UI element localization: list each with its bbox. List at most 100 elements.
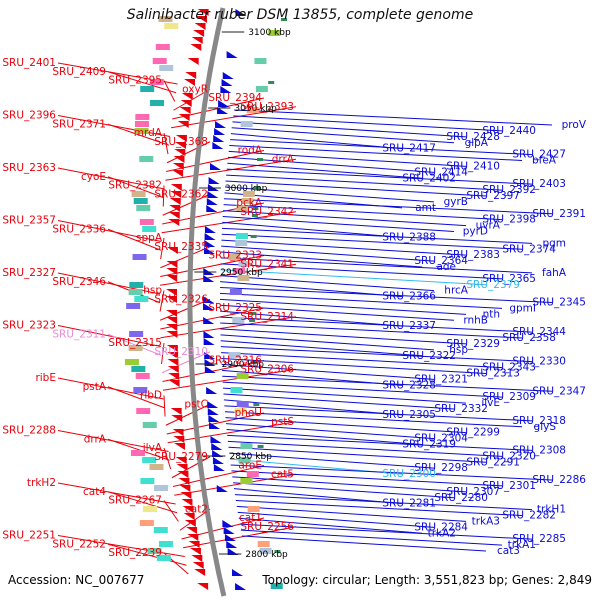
reverse-gene-arrow <box>194 23 206 30</box>
annotation-block <box>140 478 155 484</box>
reverse-gene-arrow <box>168 212 180 219</box>
gene-label-sru-2279: SRU_2279 <box>154 451 208 463</box>
gene-label-sru-2310: SRU_2310 <box>154 346 208 358</box>
callout-line <box>57 272 161 295</box>
annotation-block <box>139 156 154 162</box>
forward-gene-arrow <box>207 401 219 408</box>
gene-label-glys: glyS <box>534 421 557 433</box>
gene-label-trkh2: trkH2 <box>27 477 56 489</box>
gene-label-psts: pstS <box>271 416 294 428</box>
forward-gene-arrow <box>204 366 216 373</box>
callout-line <box>233 115 503 132</box>
callout-line <box>236 505 467 522</box>
label-callout-lines <box>57 62 553 575</box>
annotation-block <box>236 401 249 407</box>
annotation-block <box>233 268 246 274</box>
callout-line <box>220 322 523 339</box>
reverse-gene-arrow <box>177 471 189 478</box>
forward-gene-arrow <box>212 450 224 457</box>
callout-line <box>220 340 423 357</box>
callout-line <box>171 106 297 129</box>
gene-label-sru-2280: SRU_2280 <box>434 492 488 504</box>
reverse-gene-arrow <box>169 198 181 205</box>
callout-line <box>229 452 435 469</box>
gene-label-sru-2336: SRU_2336 <box>52 223 106 235</box>
annotation-block <box>149 79 164 85</box>
reverse-gene-arrow <box>180 492 192 499</box>
callout-line <box>238 517 423 534</box>
annotation-block <box>236 373 249 379</box>
genome-backbone-line <box>187 7 227 597</box>
gene-label-ribe: ribE <box>35 372 56 384</box>
callout-line <box>223 204 503 221</box>
annotation-block <box>228 254 241 260</box>
reverse-gene-arrow <box>168 380 180 387</box>
gene-label-faha: fahA <box>542 267 567 279</box>
annotation-block <box>133 387 148 393</box>
callout-line <box>237 511 435 528</box>
gene-label-sru-2281: SRU_2281 <box>382 498 436 510</box>
reverse-gene-arrow <box>178 478 190 485</box>
reverse-gene-arrow <box>178 114 190 121</box>
annotation-block <box>246 471 259 477</box>
reverse-gene-arrow <box>191 37 203 44</box>
annotation-block <box>139 219 154 225</box>
annotation-block <box>240 443 253 449</box>
gene-label-sru-2318: SRU_2318 <box>512 415 566 427</box>
gene-label-trka1: trkA1 <box>508 539 536 551</box>
callout-line <box>57 325 161 347</box>
forward-gene-arrow <box>215 121 227 128</box>
annotation-block <box>270 583 283 589</box>
callout-line <box>162 185 165 207</box>
reverse-gene-arrow <box>189 548 201 555</box>
annotation-block <box>241 198 254 204</box>
callout-line <box>220 251 423 268</box>
gene-label-sru-2298: SRU_2298 <box>414 462 468 474</box>
reverse-gene-arrow <box>187 58 199 65</box>
gene-label-sru-2252: SRU_2252 <box>52 538 106 550</box>
kbp-tick-label: 2900 kbp <box>222 360 265 370</box>
reverse-gene-arrow <box>179 107 191 114</box>
callout-line <box>223 387 467 404</box>
gene-label-psta: pstA <box>83 381 107 393</box>
feature-mark <box>281 18 288 21</box>
accession-text: Accession: NC_007677 <box>8 573 145 587</box>
forward-gene-arrow <box>203 247 215 254</box>
forward-gene-arrow <box>208 415 220 422</box>
callout-line <box>226 429 423 445</box>
reverse-gene-arrow <box>170 191 182 198</box>
callout-line <box>163 132 169 155</box>
annotation-block <box>124 359 139 365</box>
reverse-gene-arrow <box>196 16 208 23</box>
callout-line <box>163 395 166 417</box>
reverse-gene-arrow <box>177 121 189 128</box>
forward-gene-arrow <box>203 303 215 310</box>
callout-line <box>220 316 533 333</box>
callout-line <box>222 221 403 238</box>
callout-line <box>221 239 467 256</box>
feature-mark <box>254 186 261 189</box>
gene-label-sru-2309: SRU_2309 <box>482 391 536 403</box>
gene-label-sru-2319: SRU_2319 <box>402 439 456 451</box>
gene-label-sru-2286: SRU_2286 <box>532 474 586 486</box>
reverse-gene-arrow <box>175 142 187 149</box>
feature-mark <box>249 319 256 322</box>
gene-label-sru-2315: SRU_2315 <box>108 337 162 349</box>
gene-label-hrca: hrcA <box>444 285 469 297</box>
kbp-tick-label: 3000 kbp <box>225 184 268 194</box>
reverse-gene-arrow <box>185 72 197 79</box>
forward-gene-arrow <box>203 338 215 345</box>
kbp-tick-label: 2950 kbp <box>220 268 263 278</box>
forward-gene-arrow <box>213 135 225 142</box>
reverse-gene-arrow <box>186 527 198 534</box>
callout-line <box>234 494 533 511</box>
annotation-block <box>255 86 268 92</box>
forward-gene-arrow <box>222 520 234 527</box>
gene-label-hsp: hsp <box>449 344 468 356</box>
annotation-block <box>247 506 260 512</box>
forward-gene-arrow <box>226 541 238 548</box>
annotation-block <box>240 478 253 484</box>
reverse-gene-arrow <box>172 163 184 170</box>
annotation-block <box>158 541 173 547</box>
annotation-block <box>240 121 253 127</box>
